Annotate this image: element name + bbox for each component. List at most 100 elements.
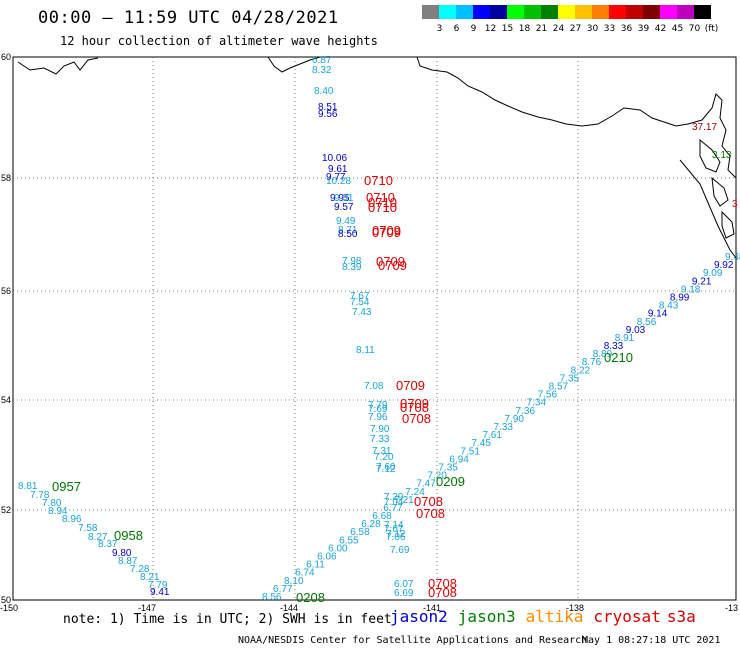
footer-timestamp: May 1 08:27:18 UTC 2021 [582,635,721,646]
legend-swatch [626,5,643,19]
swh-label: 8.43 [659,301,679,312]
legend-label: 30 [586,24,599,34]
legend-swatch [643,5,660,19]
swh-label: 7.33 [370,434,390,445]
lat-tick-label: 52 [1,505,11,515]
swh-label: 10.06 [322,153,347,164]
swh-label: 8.96 [62,514,82,525]
satellite-jason2: jason2 [390,607,448,626]
swh-label: 7.79 [148,580,168,591]
time-label: 0710 [368,200,397,215]
swh-label: 9.61 [328,164,348,175]
swh-label: 6.58 [350,527,370,538]
swh-label: 7.35 [560,373,580,384]
swh-label: 8.27 [88,532,108,543]
legend-swatch [660,5,677,19]
time-label: 0708 [402,411,431,426]
swh-label: 9.21 [692,276,712,287]
panhandle-coastline [679,159,737,259]
legend-swatch [524,5,541,19]
swh-label: 6.28 [361,519,381,530]
swh-label: 9.56 [318,109,338,120]
swh-label: 7.61 [482,430,502,441]
swh-label: 9.31 [334,193,354,204]
swh-label: 8.76 [582,357,602,368]
swh-label: 8.87 [118,556,138,567]
swh-label: 6.94 [449,454,469,465]
time-label: 0708 [428,576,457,591]
swh-label: 7.20 [374,452,394,463]
swh-label: 7.56 [538,390,558,401]
swh-label: 7.35 [438,462,458,473]
satellite-legend: jason2 jason3 altika cryosat s3a [390,607,706,626]
legend-label: 42 [654,24,667,34]
time-label: 0709 [378,258,407,273]
swh-label: 6.11 [306,560,325,571]
legend-swatch [507,5,524,19]
lat-tick-label: 60 [1,52,11,62]
time-label: 0708 [414,494,443,509]
lon-tick-label: -150 [0,603,18,613]
legend-swatch [422,5,439,19]
time-label: 0709 [396,378,425,393]
lon-tick-label: -141 [423,603,441,613]
swh-label: 6.77 [273,584,293,595]
swh-label: 9.92 [714,260,734,271]
swh-label: 6.06 [317,552,337,563]
swh-label: 7.31 [372,446,392,457]
time-label: 0709 [400,396,429,411]
swh-label: 8.22 [571,365,591,376]
swh-label: 7.69 [390,545,410,556]
swh-label: 10.28 [326,176,351,187]
swh-label: 7.58 [78,523,98,534]
legend-label: 45 [671,24,684,34]
swh-label: 8.57 [549,382,569,393]
legend-label: (ft) [704,24,719,34]
legend-swatch [677,5,694,19]
map-frame [12,56,737,601]
swh-label: 8.91 [615,333,635,344]
observations: 37.173.1336.878.328.408.519.5610.069.619… [18,55,740,605]
legend-label: 3 [436,24,443,34]
swh-label: 6.68 [372,511,392,522]
swh-label: 7.29 [384,492,404,503]
legend-label: 6 [453,24,460,34]
page-subtitle: 12 hour collection of altimeter wave hei… [60,34,378,48]
swh-label: 7.51 [460,446,480,457]
axis-ticks: -150 -147 -144 -141 -138 -13 60 58 56 54 52 50 [0,52,738,613]
satellite-cryosat: cryosat [593,607,661,626]
swh-label: 9.49 [336,216,356,227]
swh-label: 6.55 [339,535,359,546]
swh-label: 7.90 [370,424,390,435]
lon-tick-label: -138 [566,603,584,613]
lon-tick-label: -13 [725,603,738,613]
time-label: 0708 [416,506,445,521]
swh-label: 8.37 [98,539,118,550]
legend-label: 27 [569,24,582,34]
swh-label: 6.77 [383,503,403,514]
legend-label: 9 [470,24,477,34]
swh-label: 7.12 [376,464,396,475]
footer-note: note: 1) Time is in UTC; 2) SWH is in fe… [63,612,392,627]
legend-swatch [541,5,558,19]
time-label: 0708 [428,585,457,600]
legend-label: 21 [535,24,548,34]
legend-swatch [558,5,575,19]
coastline [17,56,737,259]
footer-credit: NOAA/NESDIS Center for Satellite Applica… [238,635,588,646]
time-label: 0710 [366,190,395,205]
legend-swatch [694,5,711,19]
island-outlines [699,138,735,239]
swh-label: 6.69 [394,588,414,599]
swh-label: 7.04 [384,497,404,508]
swh-label: 8.99 [670,292,690,303]
legend-label: 18 [518,24,531,34]
time-label: 0210 [604,350,633,365]
swh-label: 9.77 [326,172,346,183]
swh-label: 8.94 [48,506,68,517]
swh-label: 7.14 [384,520,404,531]
swh-label: 7.43 [352,307,372,318]
lat-tick-label: 56 [1,286,11,296]
kodiak-coastline [17,57,99,75]
swh-label: 6.07 [394,579,414,590]
